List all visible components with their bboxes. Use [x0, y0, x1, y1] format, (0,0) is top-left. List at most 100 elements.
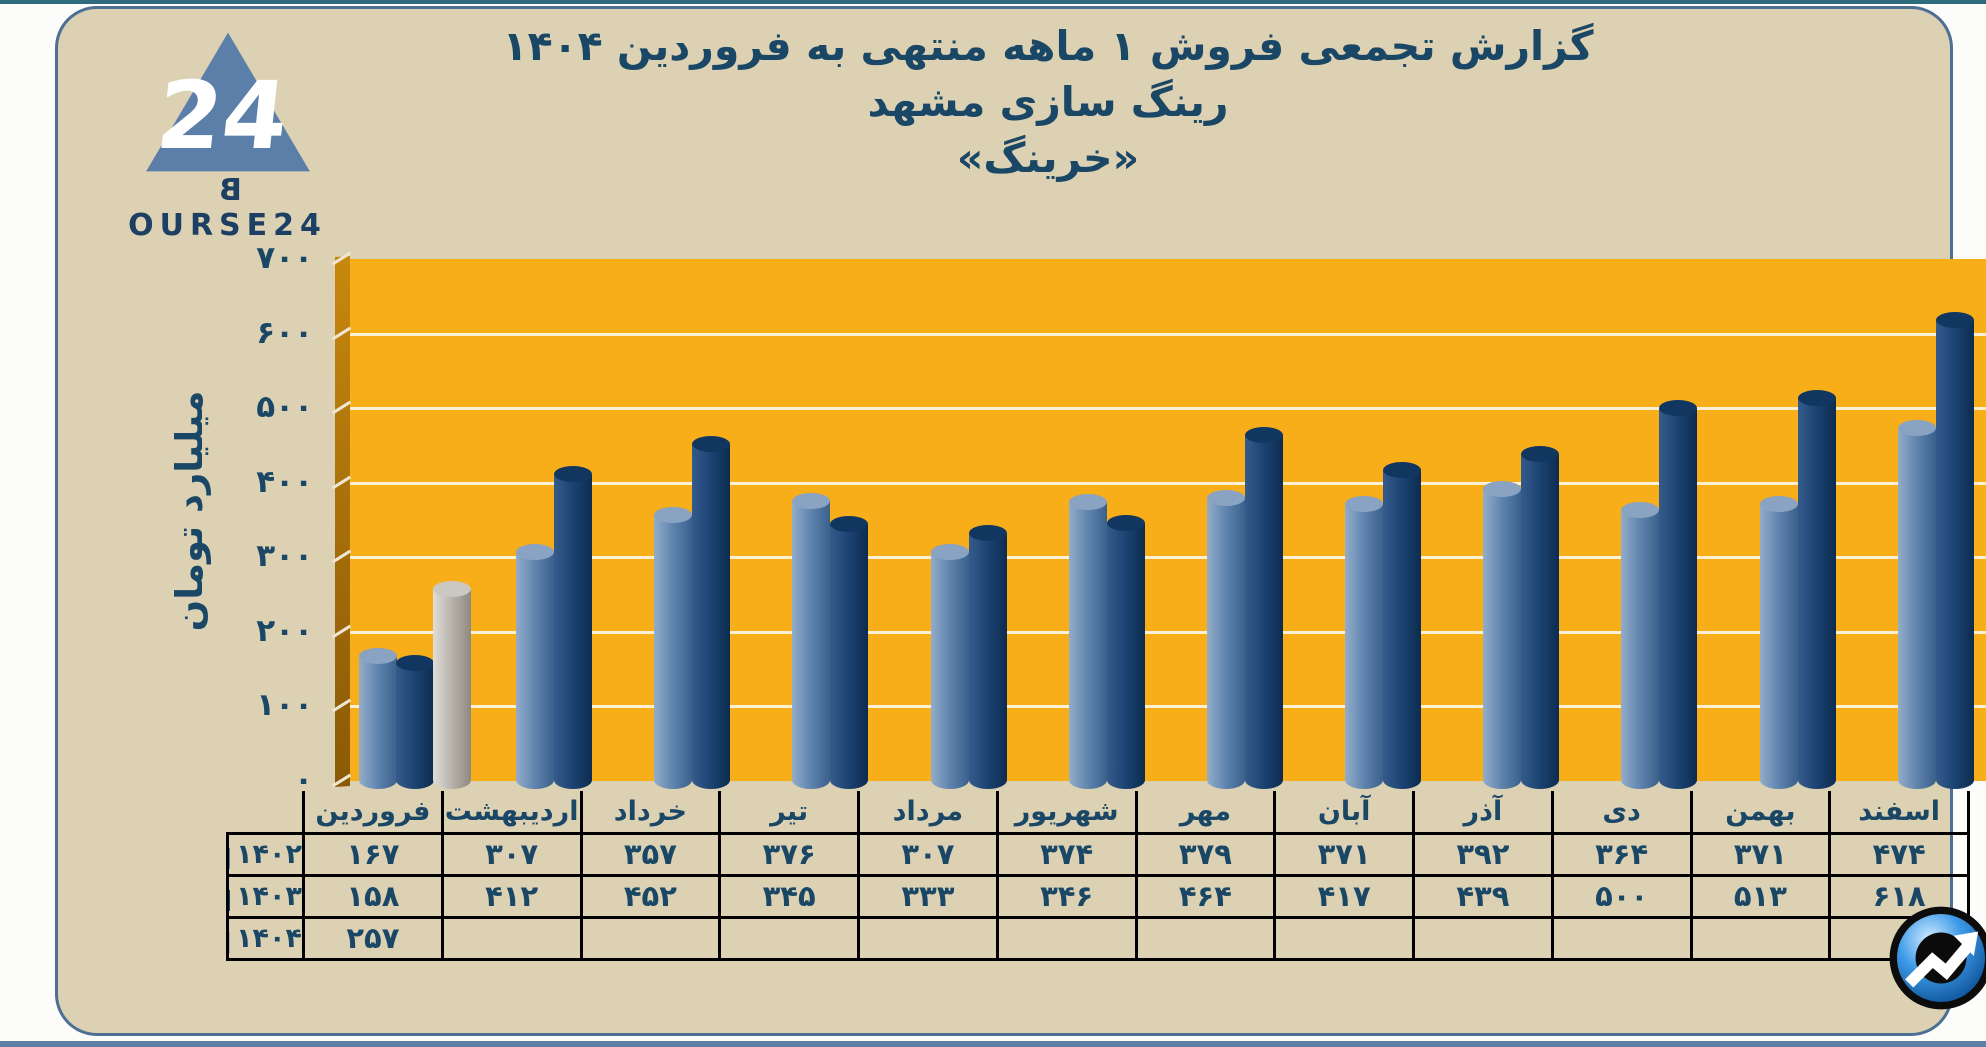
- bar-1403-آبان: [1383, 462, 1421, 789]
- value-cell-1404-شهریور: [995, 915, 1138, 961]
- month-header-cell: اسفند: [1828, 791, 1970, 835]
- month-header-cell: دی: [1550, 791, 1693, 835]
- value-cell-1403-آذر: ۴۳۹: [1412, 873, 1554, 919]
- legend-cell: ۱۴۰۳: [226, 873, 305, 919]
- month-header-cell: مهر: [1134, 791, 1277, 835]
- bar-1403-مهر: [1245, 427, 1283, 789]
- bar-top-cap: [830, 516, 868, 532]
- value-cell-1403-بهمن: ۵۱۳: [1689, 873, 1832, 919]
- month-header-cell: فروردین: [302, 791, 444, 835]
- bar-top-cap: [692, 436, 730, 452]
- legend-cell: ۱۴۰۴: [226, 915, 305, 961]
- bar-top-cap: [554, 466, 592, 482]
- value-cell-1402-فروردین: ۱۶۷: [302, 831, 444, 877]
- value-cell-1402-خرداد: ۳۵۷: [579, 831, 722, 877]
- series-row-1402: ۱۴۰۲ ۱۶۷ ۳۰۷ ۳۵۷ ۳۷۶ ۳۰۷ ۳۷۴ ۳۷۹ ۳۷۱ ۳۹۲ ۳۶۴ ۳۷۱ ۴۷۴: [226, 831, 1970, 877]
- report-card: 24 BOURSE24 گزارش تجمعی فروش ۱ ماهه منته…: [55, 6, 1986, 1036]
- bar-top-cap: [1936, 312, 1974, 328]
- bourse24-triangle-icon: 24: [145, 32, 310, 172]
- value-cell-1403-آبان: ۴۱۷: [1273, 873, 1415, 919]
- bar-top-cap: [1898, 420, 1936, 436]
- bar-top-cap: [1521, 446, 1559, 462]
- month-header-cell: آذر: [1412, 791, 1554, 835]
- value-cell-1403-مهر: ۴۶۴: [1134, 873, 1277, 919]
- bar-1402-آبان: [1345, 496, 1383, 789]
- bottom-strip: [0, 1041, 1986, 1047]
- value-cell-1404-فروردین: ۲۵۷: [302, 915, 444, 961]
- y-tick-label: ۷۰۰: [256, 240, 313, 276]
- month-header-cell: تیر: [718, 791, 860, 835]
- bar-top-cap: [1345, 496, 1383, 512]
- gridline: [350, 481, 1986, 485]
- value-cell-1404-آذر: [1412, 915, 1554, 961]
- bar-1403-بهمن: [1798, 390, 1836, 789]
- logo-first-letter: B: [213, 173, 242, 208]
- value-cell-1403-تیر: ۳۴۵: [718, 873, 860, 919]
- data-table-wrap: فروردین اردیبهشت خرداد تیر مرداد شهریور مهر آبا…: [226, 791, 1970, 961]
- top-strip: [0, 0, 1986, 4]
- legend-year-label: ۱۴۰۴: [236, 922, 302, 954]
- y-tick-label: ۵۰۰: [256, 389, 313, 426]
- bar-top-cap: [792, 493, 830, 509]
- value-cell-1403-فروردین: ۱۵۸: [302, 873, 444, 919]
- bar-top-cap: [1798, 390, 1836, 406]
- y-tick-label: ۱۰۰: [256, 687, 313, 724]
- bar-top-cap: [516, 544, 554, 560]
- value-cell-1403-اردیبهشت: ۴۱۲: [440, 873, 583, 919]
- value-cell-1402-شهریور: ۳۷۴: [995, 831, 1138, 877]
- bar-top-cap: [1207, 490, 1245, 506]
- bar-top-cap: [1383, 462, 1421, 478]
- title-line-2: رینگ سازی مشهد: [867, 77, 1229, 126]
- value-cell-1403-دی: ۵۰۰: [1550, 873, 1693, 919]
- bar-1404-فروردین: [433, 581, 471, 789]
- legend-year-label: ۱۴۰۲: [236, 838, 302, 870]
- logo-triangle-number: 24: [151, 62, 293, 171]
- bar-top-cap: [1107, 515, 1145, 531]
- month-header-cell: خرداد: [579, 791, 722, 835]
- bar-1402-دی: [1621, 502, 1659, 789]
- month-header-cell: مرداد: [857, 791, 999, 835]
- legend-year-label: ۱۴۰۳: [236, 880, 302, 912]
- value-cell-1403-شهریور: ۳۴۶: [995, 873, 1138, 919]
- bar-top-cap: [1245, 427, 1283, 443]
- bar-1403-اسفند: [1936, 312, 1974, 789]
- bar-top-cap: [433, 581, 471, 597]
- value-cell-1404-خرداد: [579, 915, 722, 961]
- value-cell-1402-آبان: ۳۷۱: [1273, 831, 1415, 877]
- bar-1403-شهریور: [1107, 515, 1145, 789]
- value-cell-1404-اردیبهشت: [440, 915, 583, 961]
- logo-rest-letters: OURSE24: [128, 208, 327, 243]
- series-row-1403: ۱۴۰۳ ۱۵۸ ۴۱۲ ۴۵۲ ۳۴۵ ۳۳۳ ۳۴۶ ۴۶۴ ۴۱۷ ۴۳۹ ۵۰۰ ۵۱۳ ۶۱۸: [226, 873, 1970, 919]
- legend-cell: ۱۴۰۲: [226, 831, 305, 877]
- bar-1402-تیر: [792, 493, 830, 789]
- month-header-cell: اردیبهشت: [440, 791, 583, 835]
- title-line-1: گزارش تجمعی فروش ۱ ماهه منتهی به فروردین…: [502, 22, 1594, 70]
- month-header-cell: شهریور: [995, 791, 1138, 835]
- value-cell-1403-خرداد: ۴۵۲: [579, 873, 722, 919]
- value-cell-1402-اسفند: ۴۷۴: [1828, 831, 1970, 877]
- bar-top-cap: [359, 648, 397, 664]
- value-cell-1404-مرداد: [857, 915, 999, 961]
- value-cell-1402-مهر: ۳۷۹: [1134, 831, 1277, 877]
- bar-top-cap: [931, 544, 969, 560]
- value-cell-1402-آذر: ۳۹۲: [1412, 831, 1554, 877]
- month-header-row: فروردین اردیبهشت خرداد تیر مرداد شهریور مهر آبا…: [227, 791, 1970, 835]
- bar-top-cap: [969, 525, 1007, 541]
- value-cell-1404-تیر: [718, 915, 860, 961]
- plot-area: [331, 251, 1986, 789]
- y-tick-label: ۶۰۰: [256, 314, 313, 351]
- logo-wordmark: BOURSE24: [120, 173, 335, 243]
- y-tick-label: ۰: [294, 762, 313, 798]
- bar-1402-بهمن: [1760, 496, 1798, 789]
- gridline: [350, 630, 1986, 634]
- value-cell-1402-تیر: ۳۷۶: [718, 831, 860, 877]
- bar-1402-مهر: [1207, 490, 1245, 789]
- gridline: [350, 407, 1986, 411]
- bourse24-chart-arrow-icon: [1888, 905, 1986, 1011]
- bar-top-cap: [654, 507, 692, 523]
- bar-top-cap: [1483, 481, 1521, 497]
- gridline: [350, 332, 1986, 336]
- bourse24-logo: 24 BOURSE24: [120, 31, 335, 243]
- bar-1402-اردیبهشت: [516, 544, 554, 789]
- value-cell-1402-مرداد: ۳۰۷: [857, 831, 999, 877]
